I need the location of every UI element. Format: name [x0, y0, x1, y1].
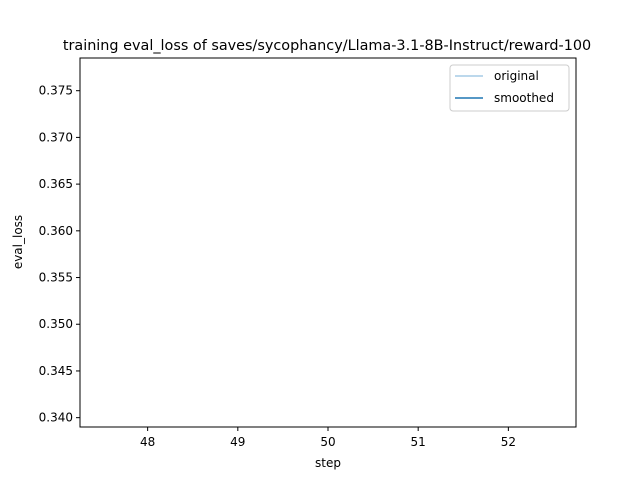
- legend-label: smoothed: [494, 91, 554, 105]
- y-tick-label: 0.355: [39, 271, 73, 285]
- y-tick-label: 0.345: [39, 364, 73, 378]
- x-tick-label: 52: [501, 435, 516, 449]
- legend-label: original: [494, 69, 539, 83]
- y-axis: 0.340 0.345 0.350 0.355 0.360 0.365 0.370 0.375: [39, 84, 80, 425]
- x-axis: 48 49 50 51 52: [140, 427, 516, 449]
- x-axis-label: step: [315, 456, 341, 470]
- y-tick-label: 0.340: [39, 411, 73, 425]
- x-tick-label: 48: [140, 435, 155, 449]
- y-tick-label: 0.375: [39, 84, 73, 98]
- legend: original smoothed: [449, 64, 570, 112]
- y-tick-label: 0.350: [39, 317, 73, 331]
- y-axis-label: eval_loss: [11, 215, 25, 269]
- y-tick-label: 0.365: [39, 177, 73, 191]
- x-tick-label: 51: [411, 435, 426, 449]
- plot-area: [79, 57, 577, 428]
- x-tick-label: 49: [230, 435, 245, 449]
- y-tick-label: 0.370: [39, 130, 73, 144]
- x-tick-label: 50: [320, 435, 335, 449]
- y-tick-label: 0.360: [39, 224, 73, 238]
- axes-frame: [79, 57, 577, 428]
- chart-title: training eval_loss of saves/sycophancy/L…: [63, 38, 591, 54]
